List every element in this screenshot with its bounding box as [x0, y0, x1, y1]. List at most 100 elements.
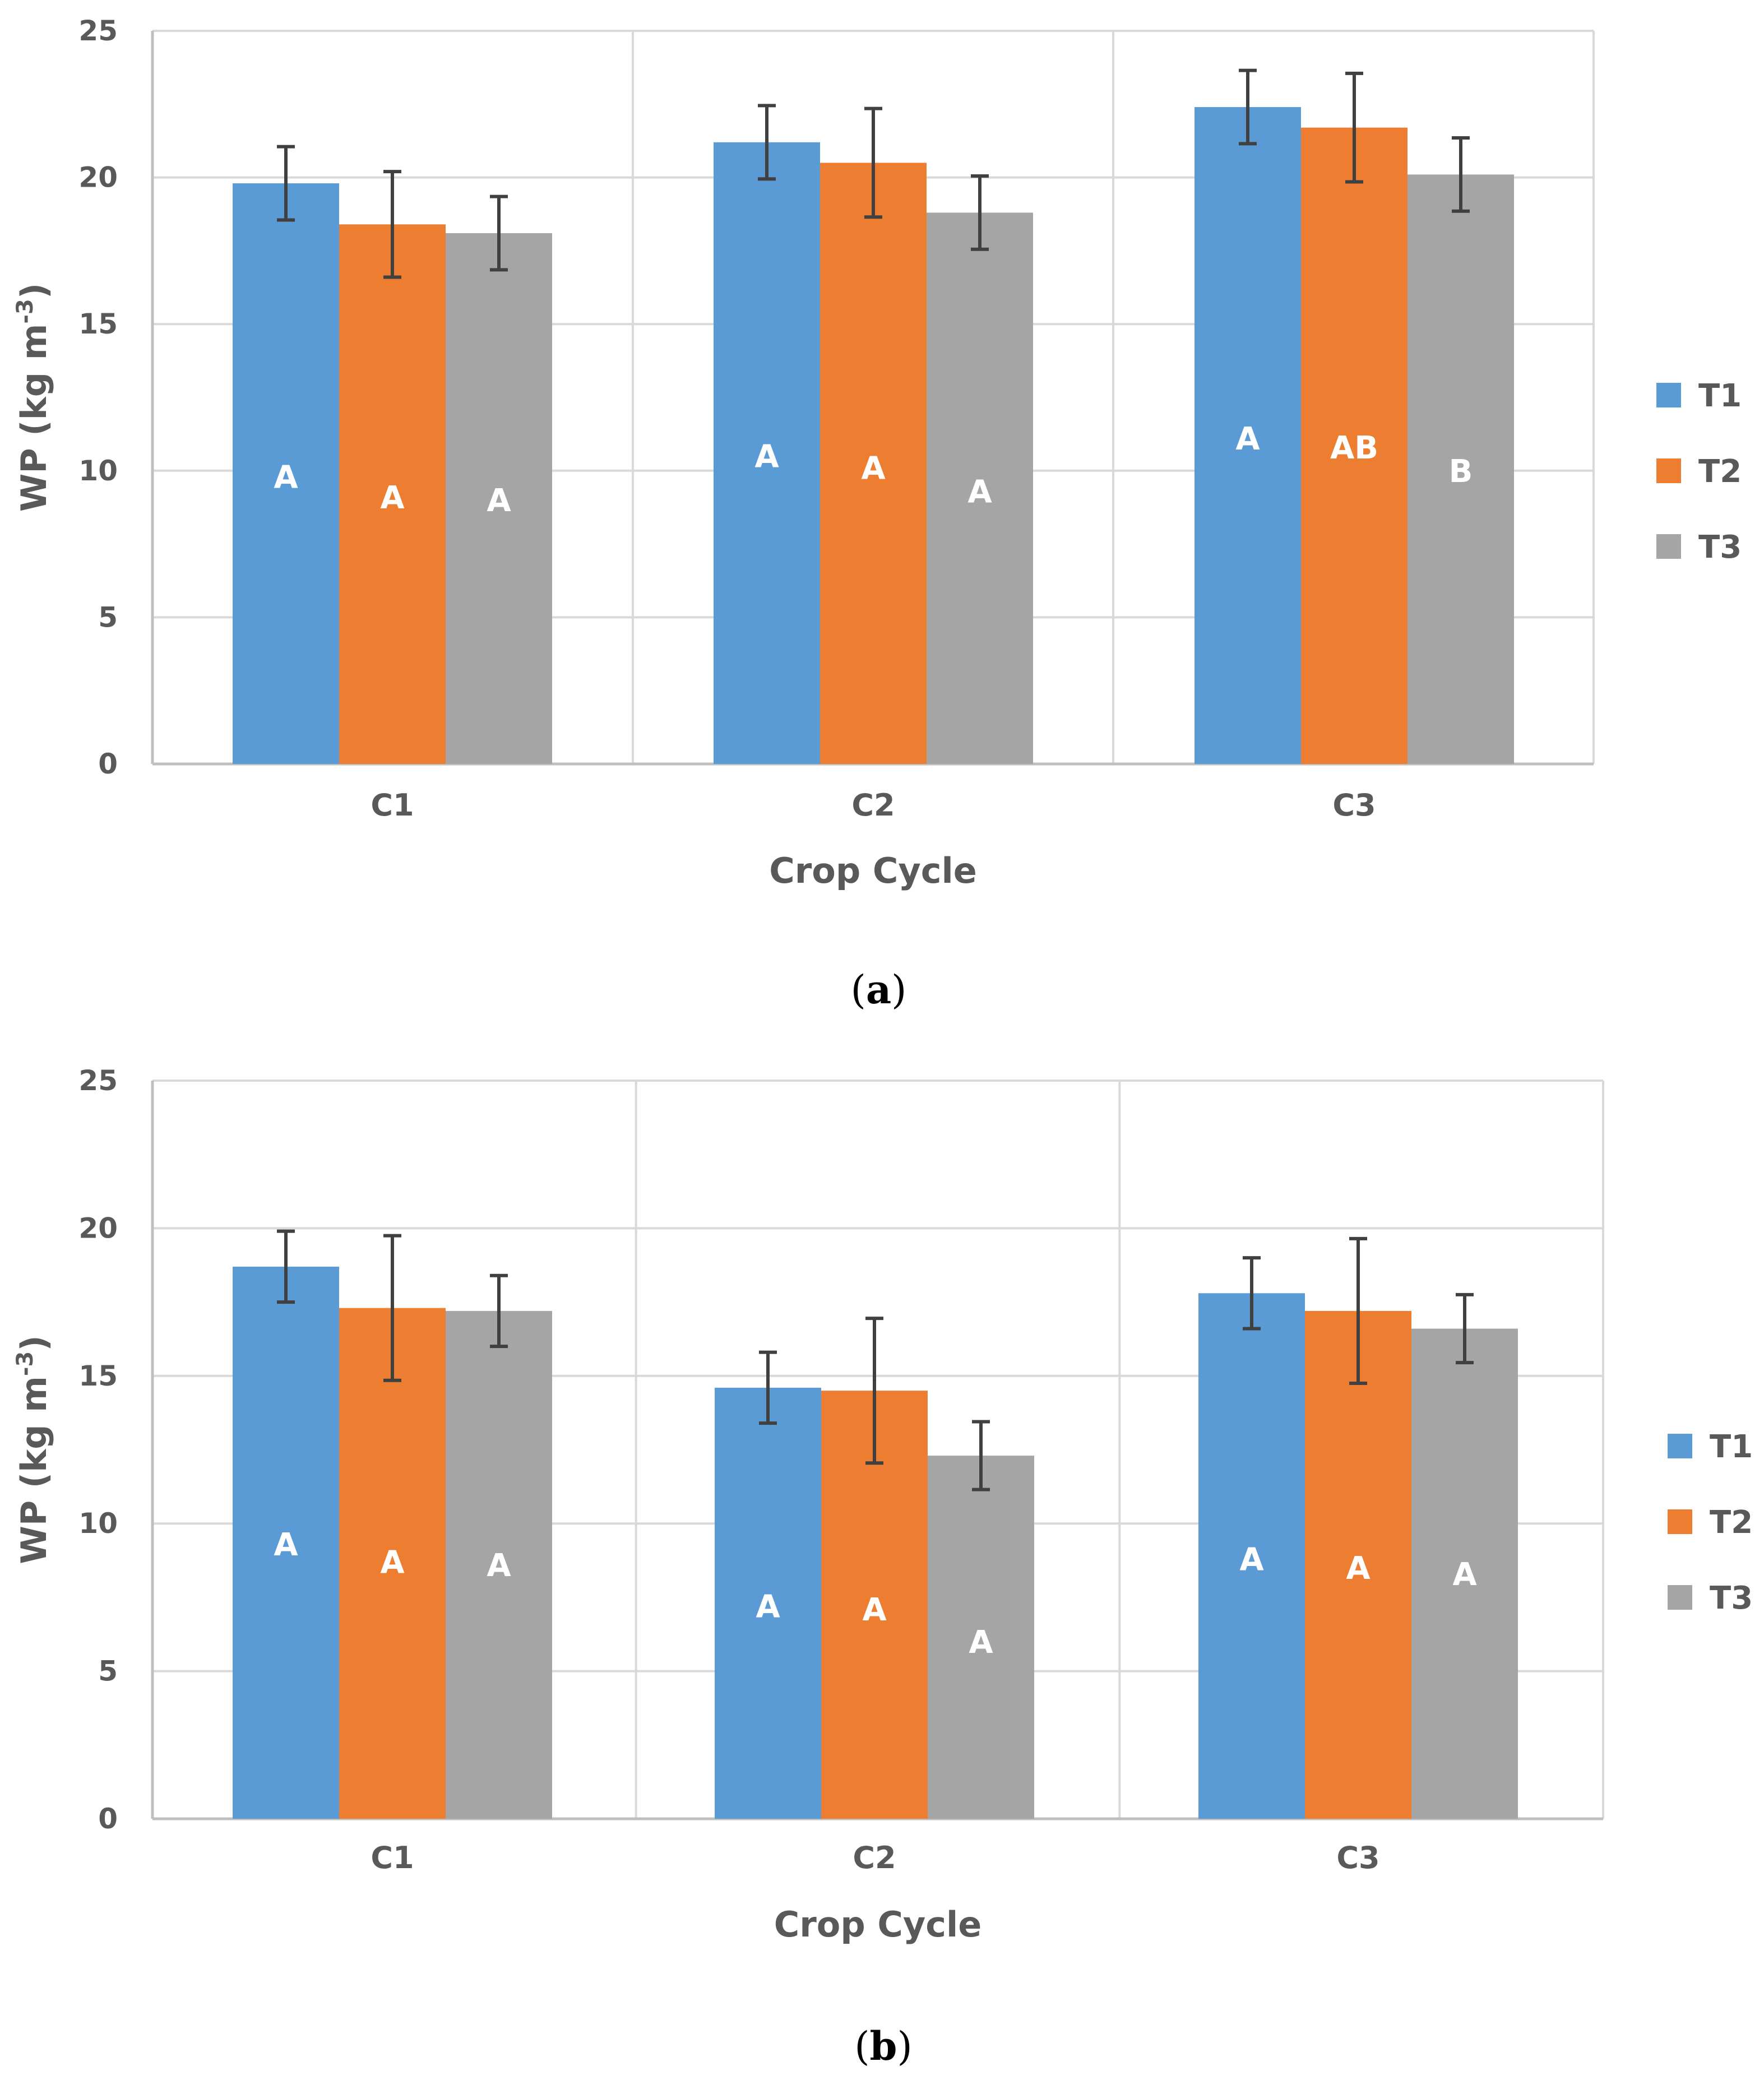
x-tick-label: C1	[371, 787, 414, 823]
legend-swatch-t2	[1656, 458, 1681, 483]
chart-panel-b: 0 5 10 15 20 25 A A A A A A A A A C1 C2 C3 Crop Cycle WP (k…	[12, 1064, 1753, 1945]
y-axis-title-close: )	[13, 1335, 54, 1351]
bar-a-t3-c3	[1408, 174, 1514, 764]
error-bar-b-t2-c2	[865, 1317, 883, 1465]
y-tick-label: 0	[98, 748, 118, 780]
bar-b-t3-c3	[1411, 1328, 1518, 1819]
significance-label: B	[1449, 453, 1473, 490]
significance-label: A	[756, 1589, 780, 1625]
error-bar-b-t3-c3	[1456, 1292, 1474, 1365]
y-tick-label: 15	[78, 308, 118, 340]
bar-a-t1-c3	[1194, 107, 1301, 765]
panel-caption-a: (a)	[851, 966, 907, 1013]
significance-label: A	[1346, 1550, 1371, 1587]
error-bar-a-t2-c3	[1345, 71, 1363, 184]
significance-label: A	[487, 483, 511, 519]
caption-close-paren: )	[891, 967, 906, 1013]
error-bar-a-t3-c2	[971, 174, 989, 251]
y-tick-label: 20	[78, 161, 118, 194]
error-bar-b-t1-c3	[1243, 1256, 1261, 1331]
bar-a-t2-c3	[1301, 127, 1408, 764]
significance-label: A	[861, 451, 886, 487]
y-axis-title-text: WP (kg m	[13, 1376, 54, 1564]
legend-label-t1: T1	[1698, 378, 1742, 414]
legend-swatch-t1	[1668, 1434, 1692, 1458]
y-tick-label: 15	[78, 1360, 118, 1392]
significance-label: A	[969, 1624, 993, 1661]
legend-swatch-t2	[1668, 1509, 1692, 1534]
bar-b-t1-c3	[1198, 1293, 1305, 1819]
error-bar-b-t2-c3	[1349, 1236, 1367, 1385]
caption-open-paren: (	[854, 2023, 869, 2069]
significance-label: A	[967, 474, 992, 510]
bar-a-t2-c1	[339, 224, 446, 764]
significance-label: A	[487, 1548, 511, 1584]
x-axis-title: Crop Cycle	[774, 1904, 982, 1945]
legend-swatch-t3	[1668, 1585, 1692, 1610]
significance-label: A	[862, 1592, 887, 1628]
x-tick-label: C1	[371, 1840, 414, 1875]
error-bar-a-t2-c1	[383, 170, 401, 279]
panel-caption-b: (b)	[854, 2023, 913, 2069]
y-tick-label: 5	[98, 601, 118, 633]
y-axis-title-close: )	[13, 283, 54, 299]
significance-label: A	[1452, 1556, 1477, 1593]
error-bar-a-t2-c2	[864, 106, 882, 219]
y-tick-label: 20	[78, 1212, 118, 1244]
error-bar-a-t1-c3	[1239, 68, 1257, 146]
error-bar-a-t3-c3	[1452, 136, 1470, 213]
y-tick-label: 10	[78, 1507, 118, 1540]
error-bar-b-t1-c1	[277, 1229, 295, 1304]
caption-letter: b	[870, 2023, 897, 2069]
x-tick-label: C3	[1336, 1840, 1379, 1875]
y-tick-label: 10	[78, 455, 118, 487]
error-bar-a-t1-c2	[758, 104, 776, 181]
y-tick-label: 0	[98, 1803, 118, 1835]
significance-label: A	[274, 459, 298, 495]
bar-b-t3-c2	[928, 1456, 1034, 1819]
bar-b-t1-c2	[715, 1387, 821, 1819]
caption-letter: a	[866, 966, 891, 1013]
legend-label-t3: T3	[1710, 1580, 1753, 1616]
y-axis-title-sup: -3	[12, 1351, 38, 1376]
y-axis-title-sup: -3	[12, 299, 38, 323]
significance-label: AB	[1330, 430, 1378, 466]
x-tick-label: C3	[1332, 787, 1376, 823]
legend-label-t2: T2	[1698, 453, 1742, 490]
y-axis-title: WP (kg m-3)	[12, 283, 54, 512]
bar-a-t1-c1	[233, 183, 339, 765]
error-bar-b-t3-c1	[490, 1273, 508, 1349]
legend-label-t2: T2	[1710, 1504, 1753, 1541]
caption-close-paren: )	[897, 2023, 912, 2069]
y-tick-label: 5	[98, 1655, 118, 1688]
significance-label: A	[1235, 421, 1260, 457]
significance-label: A	[380, 480, 405, 516]
y-axis-title: WP (kg m-3)	[12, 1335, 54, 1564]
bar-a-t3-c1	[446, 233, 552, 764]
legend-label-t1: T1	[1710, 1429, 1753, 1465]
x-tick-label: C2	[853, 1840, 896, 1875]
y-tick-label: 25	[78, 1064, 118, 1097]
bar-b-t2-c1	[339, 1308, 446, 1819]
caption-open-paren: (	[851, 967, 866, 1013]
error-bar-b-t2-c1	[383, 1234, 401, 1382]
error-bar-b-t1-c2	[759, 1350, 777, 1425]
legend-label-t3: T3	[1698, 529, 1742, 566]
legend-swatch-t3	[1656, 534, 1681, 559]
x-tick-label: C2	[851, 787, 895, 823]
significance-label: A	[1239, 1541, 1264, 1578]
significance-label: A	[274, 1527, 298, 1563]
x-axis-title: Crop Cycle	[769, 850, 977, 891]
significance-label: A	[380, 1545, 405, 1581]
error-bar-a-t1-c1	[277, 145, 295, 222]
error-bar-b-t3-c2	[972, 1420, 990, 1491]
significance-label: A	[754, 439, 779, 475]
bar-b-t1-c1	[233, 1266, 339, 1819]
error-bar-a-t3-c1	[490, 194, 508, 272]
bar-a-t3-c2	[927, 212, 1033, 764]
legend: T1 T2 T3	[1668, 1429, 1753, 1616]
y-tick-label: 25	[78, 15, 118, 47]
bar-b-t3-c1	[446, 1310, 552, 1819]
